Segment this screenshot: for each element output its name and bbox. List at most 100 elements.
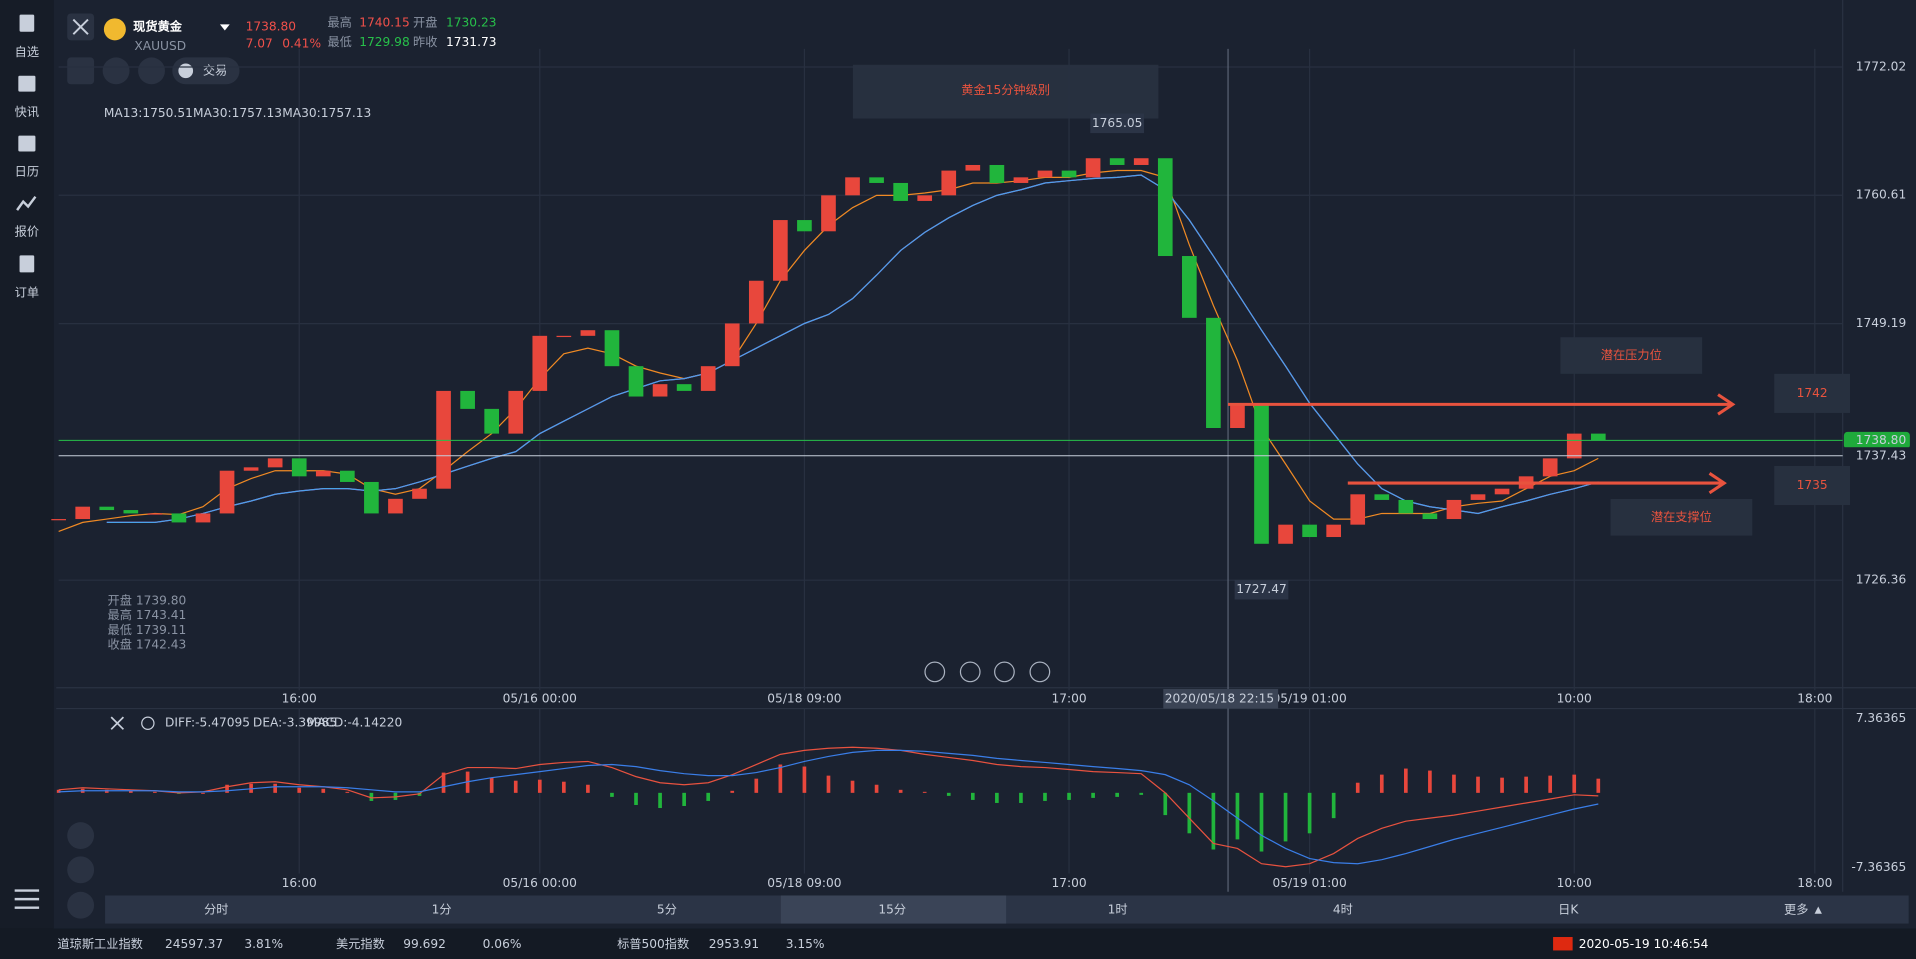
x-tick-label: 18:00 [1797,876,1832,890]
y-tick-label: 1726.36 [1856,573,1906,587]
candle [1278,524,1293,544]
tab[interactable]: 1时 [1108,903,1128,917]
macd-bar [225,784,229,793]
x-tick-label: 05/19 01:00 [1272,876,1346,890]
datetime: 2020-05-19 10:46:54 [1579,937,1709,951]
tab[interactable]: 15分 [878,903,906,917]
tab[interactable]: 1分 [432,903,452,917]
macd-bar [273,783,277,793]
macd-bar [1307,792,1312,834]
candle [773,220,788,281]
ohlc-line: 收盘 1742.43 [108,637,187,652]
candle [797,220,812,232]
last-price-tag [1843,431,1910,449]
icon[interactable] [19,255,35,273]
candle [652,384,668,397]
instrument-name[interactable]: 现货黄金 [133,18,183,33]
index-change: 0.06% [483,937,522,951]
candle [243,467,259,471]
candle [1085,158,1101,178]
favorite-button[interactable] [138,57,165,85]
zoom-controls [924,661,1051,683]
candle [340,470,355,482]
candle [1542,458,1558,477]
icon[interactable] [18,135,36,152]
x-tick-label: 05/16 00:00 [503,691,577,705]
tab[interactable]: 日K [1558,903,1579,917]
index-name: 美元指数 [336,936,385,951]
annotation-box [1610,498,1753,536]
tab-bar [105,895,1909,924]
macd-bar [658,792,662,809]
tab[interactable]: 5分 [657,903,677,917]
candle [893,182,908,201]
zoom-in[interactable] [1029,661,1051,683]
candle [845,177,860,196]
flag [1553,937,1573,951]
candle [51,519,66,521]
legend-entry: DEA:-3.39985 [253,716,337,730]
tool-button[interactable] [67,57,95,85]
macd-bar [1500,777,1504,793]
macd-bar [1019,792,1023,803]
alert-button[interactable] [102,57,130,85]
candle [941,170,957,196]
candle [75,506,91,520]
prev[interactable] [959,661,981,683]
sidebar-label[interactable]: 自选 [15,45,39,59]
y-tick-label: 1772.02 [1856,59,1906,73]
sidebar-label[interactable]: 日历 [15,165,39,179]
index-name: 道琼斯工业指数 [57,936,142,951]
tab[interactable]: 4时 [1333,903,1353,917]
trade-label[interactable]: 交易 [203,62,227,77]
candle [460,390,475,409]
icon[interactable] [18,75,36,92]
candle [412,488,427,499]
more-icon [1814,906,1822,914]
x-tick-label: 16:00 [282,691,317,705]
candle [1398,499,1414,514]
macd-bar [1452,774,1456,793]
legend-entry: MA30:1757.13 [193,106,282,120]
sidebar-label[interactable]: 订单 [15,286,39,300]
icon[interactable] [19,14,35,32]
tab[interactable]: 分时 [204,903,228,917]
macd-bar [706,792,711,801]
macd-bar [1331,792,1336,819]
toolbar [67,57,240,85]
macd-bar [1404,768,1408,793]
sidebar-label[interactable]: 快讯 [15,105,39,119]
legend-entry: MA13:1750.51 [104,106,193,120]
candle [1326,524,1342,538]
trade-button[interactable] [172,57,240,85]
candle [532,335,548,391]
macd-bar [562,781,566,793]
candle [388,498,403,514]
candle [1494,488,1510,495]
x-tick-label: 17:00 [1051,691,1086,705]
annotation-box [1560,337,1703,374]
candle [748,280,764,324]
x-tick-label: 05/16 00:00 [503,876,577,890]
value: 1731.73 [446,35,496,49]
sidebar-label[interactable]: 报价 [15,224,39,239]
icon[interactable] [16,195,37,211]
candle [99,506,115,511]
candle [195,513,211,523]
candle [1206,317,1221,429]
candle [556,335,572,338]
tool[interactable] [67,856,95,884]
candle [1013,177,1029,183]
zoom-out[interactable] [924,661,946,683]
tool[interactable] [67,822,95,850]
tool[interactable] [67,891,95,919]
menu-icon[interactable] [14,889,40,909]
crosshair-time-box [1163,689,1279,709]
settings[interactable] [141,716,155,730]
more-tab[interactable]: 更多 [1784,903,1808,917]
macd-line [58,746,1599,868]
next[interactable] [994,661,1015,683]
close-macd[interactable] [110,716,125,730]
dropdown-icon[interactable] [219,24,230,31]
